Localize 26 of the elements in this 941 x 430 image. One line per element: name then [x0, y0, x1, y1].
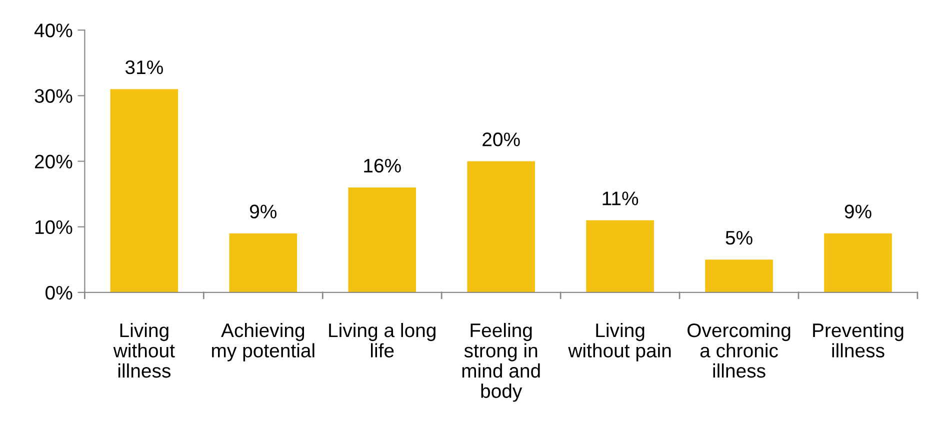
bar: [229, 233, 298, 292]
y-tick-label: 10%: [35, 220, 72, 234]
x-tick-label: Living a long life: [329, 322, 436, 358]
x-tick-label: Achieving my potential: [212, 322, 314, 362]
data-label: 16%: [364, 158, 401, 173]
bar: [824, 233, 892, 292]
bar: [467, 161, 535, 292]
x-tick-label: Preventing illness: [813, 322, 904, 358]
data-label: 11%: [602, 192, 638, 206]
y-tick-label: 20%: [34, 154, 72, 168]
data-label: 5%: [726, 230, 752, 245]
x-tick-label: Feeling strong in mind and body: [462, 322, 540, 402]
bar: [586, 220, 654, 292]
data-label: 31%: [125, 60, 163, 74]
y-tick-label: 30%: [34, 89, 72, 103]
bar: [348, 187, 416, 292]
x-tick-label: Living without pain: [568, 322, 671, 362]
x-tick-label: Overcoming a chronic illness: [688, 322, 790, 378]
data-label: 9%: [250, 204, 277, 218]
y-tick-label: 0%: [46, 286, 72, 300]
data-label: 20%: [482, 132, 520, 146]
data-label: 9%: [844, 204, 872, 218]
y-tick-label: 40%: [34, 24, 72, 38]
bar: [110, 89, 178, 292]
x-tick-label: Living without illness: [113, 322, 175, 378]
bar: [705, 260, 773, 292]
